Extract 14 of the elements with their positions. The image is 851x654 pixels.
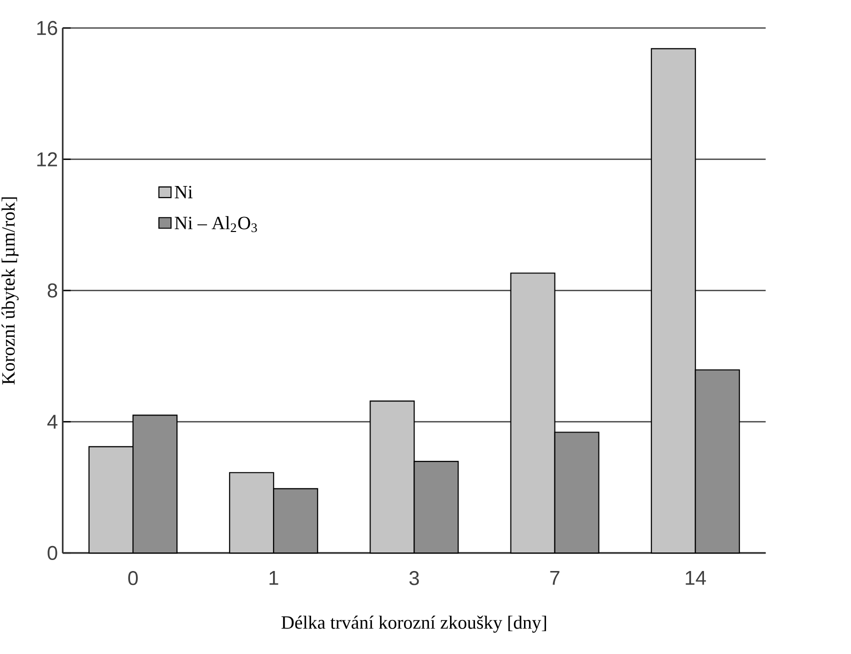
x-tick-label: 1 (270, 571, 278, 585)
x-tick-label: 7 (550, 571, 560, 585)
y-tick-label: 12 (37, 152, 57, 166)
y-tick-label: 4 (47, 414, 58, 429)
legend-label: Ni – Al$_{2}$O$_{3}$ (174, 216, 257, 232)
y-axis-title: Korozní úbytek [µm/rok] (2, 197, 19, 384)
y-tick-label: 16 (37, 20, 58, 36)
x-tick-label: 0 (128, 571, 138, 586)
legend-label: Ni (174, 186, 193, 198)
y-tick-label: 0 (48, 546, 58, 560)
y-tick-label: 8 (48, 283, 58, 298)
x-axis-title: Délka trvání korozní zkoušky [dny] (282, 616, 546, 633)
x-tick-label: 14 (686, 571, 706, 585)
x-tick-label: 3 (409, 571, 419, 586)
